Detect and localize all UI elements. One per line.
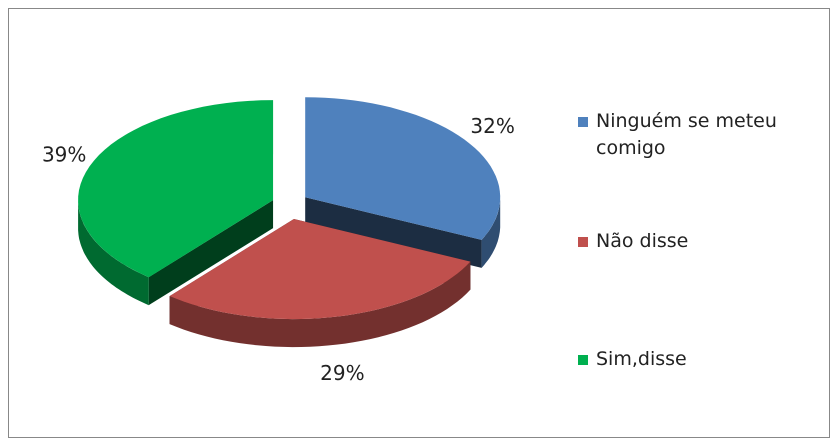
legend-swatch (578, 237, 588, 247)
data-label: 29% (320, 361, 364, 385)
legend-swatch (578, 117, 588, 127)
page: {"chart_data": {"type": "pie3d", "catego… (8, 8, 830, 438)
legend-item: Não disse (578, 228, 786, 255)
legend-label: Ninguém se meteu comigo (596, 110, 777, 159)
slice-wall (305, 197, 482, 268)
slice (169, 219, 471, 348)
legend-label: Não disse (596, 230, 689, 252)
slice-side (169, 261, 471, 348)
legend-label: Sim,disse (596, 348, 687, 370)
legend-swatch (578, 355, 588, 365)
slice (78, 100, 274, 306)
slice (305, 97, 501, 240)
legend-item: Ninguém se meteu comigo (578, 108, 786, 162)
slice (305, 97, 501, 268)
slice (169, 219, 471, 320)
data-label: 32% (470, 114, 514, 138)
slice-wall (148, 200, 274, 306)
legend-item: Sim,disse (578, 346, 786, 373)
chart: 32% 29% 39% (42, 97, 515, 385)
slice (78, 100, 274, 278)
data-label: 39% (42, 142, 86, 166)
slice-side (78, 200, 149, 306)
slice-side (481, 197, 501, 268)
